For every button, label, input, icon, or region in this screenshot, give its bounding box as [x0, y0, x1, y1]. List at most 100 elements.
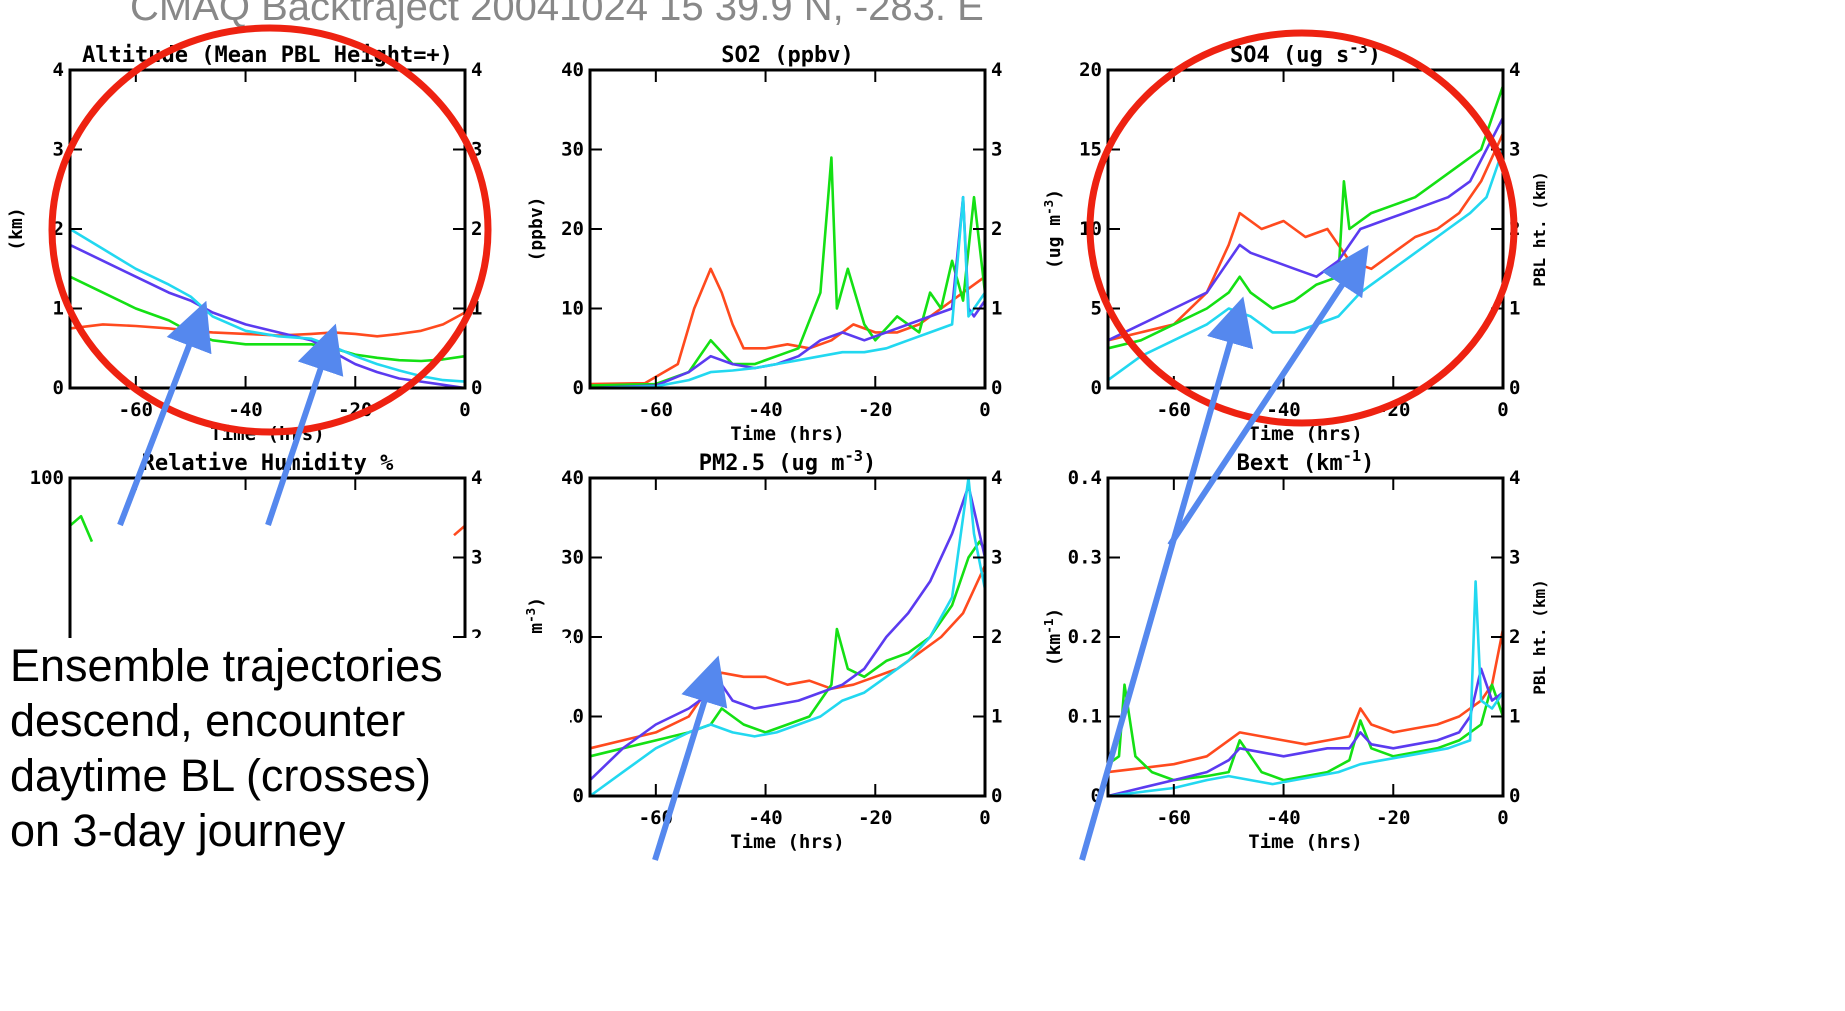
x-tick-label: -40: [228, 399, 262, 421]
y-tick-label: 0.2: [1068, 626, 1102, 648]
x-axis-label: Time (hrs): [1248, 831, 1362, 853]
y-tick-label: 30: [561, 139, 584, 161]
pointer-arrow: [1167, 244, 1369, 547]
x-tick-label: -60: [1157, 807, 1191, 829]
y2-tick-label: 0: [471, 377, 482, 399]
series-line-cyan: [69, 227, 466, 383]
series-line-red: [453, 524, 466, 537]
y-tick-label: 20: [561, 218, 584, 240]
series-line-cyan: [589, 195, 987, 390]
series-line-blue: [589, 484, 987, 782]
chart-title: Relative Humidity %: [142, 451, 394, 476]
x-tick-label: -40: [1266, 807, 1300, 829]
y-tick-label: 40: [561, 467, 584, 489]
series-line-green: [69, 514, 94, 543]
pointer-arrow: [1079, 296, 1254, 861]
y2-tick-label: 1: [1509, 298, 1520, 320]
plot-frame: [588, 476, 987, 798]
series-line-red: [1107, 133, 1505, 342]
y2-tick-label: 0: [991, 377, 1002, 399]
x-tick-label: -60: [1157, 399, 1191, 421]
y2-tick-label: 3: [1509, 547, 1520, 569]
y-tick-label: 1: [53, 298, 64, 320]
x-tick-label: 0: [979, 807, 990, 829]
series-line-green: [69, 275, 466, 363]
annotation-line: descend, encounter: [10, 695, 406, 746]
y-tick-label: 3: [53, 139, 64, 161]
x-axis-label: Time (hrs): [1248, 423, 1362, 445]
series-line-blue: [1107, 667, 1504, 798]
annotation-overlay: [48, 24, 1518, 861]
y-axis-label: (ug m-3): [1041, 189, 1066, 269]
y2-tick-label: 3: [991, 547, 1002, 569]
y2-tick-label: 1: [991, 298, 1002, 320]
y2-tick-label: 2: [471, 218, 482, 240]
chart-title: Bext (km-1): [1237, 447, 1375, 476]
x-tick-label: -40: [748, 399, 782, 421]
y2-tick-label: 0: [1509, 377, 1520, 399]
y2-tick-label: 1: [991, 706, 1002, 728]
y-axis-label: (km-1): [1041, 608, 1066, 667]
x-tick-label: 0: [1497, 399, 1508, 421]
y2-tick-label: 4: [1509, 467, 1520, 489]
y-tick-label: 0.4: [1068, 467, 1102, 489]
y2-tick-label: 1: [1509, 706, 1520, 728]
series-line-cyan: [589, 476, 987, 798]
y2-tick-label: 3: [991, 139, 1002, 161]
y-tick-label: 0.3: [1068, 547, 1102, 569]
annotation-line: daytime BL (crosses): [10, 750, 431, 801]
series-line-cyan: [1107, 580, 1505, 798]
y2-tick-label: 0: [1509, 785, 1520, 807]
x-tick-label: -60: [119, 399, 153, 421]
y-tick-label: 0: [53, 377, 64, 399]
y-tick-label: 0: [573, 785, 584, 807]
series-line-cyan: [1107, 149, 1505, 382]
plot-frame: [68, 68, 467, 390]
y2-tick-label: 3: [471, 139, 482, 161]
x-tick-label: 0: [459, 399, 470, 421]
y-axis-label: (km): [6, 207, 27, 250]
y2-tick-label: 3: [1509, 139, 1520, 161]
annotation-line: Ensemble trajectories: [10, 640, 443, 691]
series-line-green: [1107, 683, 1505, 782]
y-tick-label: 4: [53, 59, 64, 81]
pointer-arrow: [652, 655, 728, 861]
y2-axis-label: PBL ht. (km): [1530, 579, 1549, 695]
y-tick-label: 30: [561, 547, 584, 569]
annotation-text: Ensemble trajectories descend, encounter…: [10, 638, 570, 858]
y-tick-label: 20: [1079, 59, 1102, 81]
pointer-arrow: [265, 323, 344, 526]
x-tick-label: -40: [748, 807, 782, 829]
chart-title: SO4 (ug s-3): [1230, 39, 1381, 68]
y-tick-label: 0: [1091, 785, 1102, 807]
x-tick-label: -20: [1376, 807, 1410, 829]
y2-tick-label: 0: [991, 785, 1002, 807]
y-tick-label: 100: [30, 467, 64, 489]
annotation-line: on 3-day journey: [10, 805, 346, 856]
y-axis-label: (ppbv): [526, 196, 547, 261]
plot-frame: [588, 68, 987, 390]
highlight-circle: [1086, 29, 1518, 427]
y2-tick-label: 2: [991, 218, 1002, 240]
series-line-blue: [589, 195, 987, 390]
page-title: CMAQ Backtraject 20041024 15 39.9 N, -28…: [130, 0, 984, 29]
y2-tick-label: 4: [991, 59, 1002, 81]
x-axis-label: Time (hrs): [730, 423, 844, 445]
y2-tick-label: 2: [991, 626, 1002, 648]
y-tick-label: 2: [53, 218, 64, 240]
y-tick-label: 0: [573, 377, 584, 399]
series-line-red: [589, 267, 986, 386]
y-tick-label: 0: [1091, 377, 1102, 399]
series-line-blue: [69, 243, 466, 390]
y2-tick-label: 2: [1509, 626, 1520, 648]
y2-tick-label: 4: [1509, 59, 1520, 81]
y2-axis-label: PBL ht. (km): [1530, 171, 1549, 287]
series-line-blue: [1107, 117, 1505, 342]
y-tick-label: 40: [561, 59, 584, 81]
series-line-red: [1107, 628, 1505, 774]
x-tick-label: 0: [1497, 807, 1508, 829]
x-tick-label: -60: [639, 399, 673, 421]
